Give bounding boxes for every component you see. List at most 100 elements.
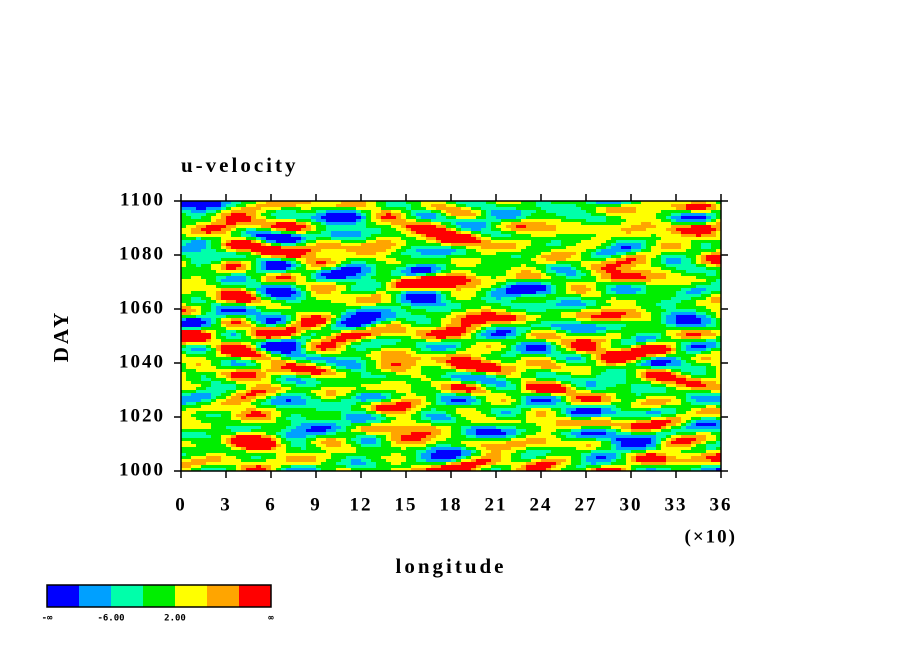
field-cell [451, 318, 457, 322]
field-cell [261, 312, 267, 316]
field-cell [646, 252, 652, 256]
field-cell [641, 327, 647, 331]
field-cell [266, 258, 272, 262]
field-cell [536, 312, 542, 316]
field-cell [426, 207, 432, 211]
field-cell [451, 282, 457, 286]
field-cell [691, 255, 697, 259]
field-cell [506, 243, 512, 247]
field-cell [251, 291, 257, 295]
field-cell [491, 288, 497, 292]
field-cell [306, 255, 312, 259]
field-cell [611, 258, 617, 262]
field-cell [601, 300, 607, 304]
field-cell [696, 300, 702, 304]
field-cell [241, 228, 247, 232]
field-cell [506, 264, 512, 268]
field-cell [461, 228, 467, 232]
field-cell [491, 270, 497, 274]
field-cell [501, 264, 507, 268]
field-cell [671, 213, 677, 217]
field-cell [581, 318, 587, 322]
field-cell [551, 273, 557, 277]
field-cell [276, 333, 282, 337]
field-cell [516, 228, 522, 232]
field-cell [511, 210, 517, 214]
field-cell [211, 204, 217, 208]
field-cell [611, 261, 617, 265]
field-cell [301, 306, 307, 310]
field-cell [431, 300, 437, 304]
field-cell [221, 288, 227, 292]
field-cell [521, 330, 527, 334]
field-cell [436, 264, 442, 268]
field-cell [226, 318, 232, 322]
field-cell [526, 279, 532, 283]
field-cell [221, 234, 227, 238]
field-cell [546, 243, 552, 247]
field-cell [226, 300, 232, 304]
field-cell [686, 207, 692, 211]
field-cell [551, 285, 557, 289]
field-cell [621, 255, 627, 259]
field-cell [351, 270, 357, 274]
field-cell [541, 246, 547, 250]
field-cell [256, 267, 262, 271]
field-cell [636, 240, 642, 244]
field-cell [236, 240, 242, 244]
field-cell [471, 273, 477, 277]
field-cell [496, 273, 502, 277]
field-cell [201, 276, 207, 280]
field-cell [356, 282, 362, 286]
field-cell [576, 279, 582, 283]
field-cell [286, 252, 292, 256]
field-cell [566, 228, 572, 232]
field-cell [181, 318, 187, 322]
field-cell [376, 282, 382, 286]
field-cell [191, 306, 197, 310]
field-cell [241, 234, 247, 238]
field-cell [551, 204, 557, 208]
field-cell [616, 228, 622, 232]
field-cell [676, 330, 682, 334]
field-cell [631, 336, 637, 340]
field-cell [306, 234, 312, 238]
field-cell [591, 255, 597, 259]
field-cell [371, 249, 377, 253]
field-cell [296, 267, 302, 271]
field-cell [236, 204, 242, 208]
field-cell [681, 204, 687, 208]
field-cell [656, 279, 662, 283]
field-cell [286, 255, 292, 259]
field-cell [701, 246, 707, 250]
field-cell [666, 219, 672, 223]
field-cell [546, 279, 552, 283]
field-cell [611, 210, 617, 214]
field-cell [626, 327, 632, 331]
field-cell [196, 318, 202, 322]
field-cell [601, 276, 607, 280]
field-cell [201, 318, 207, 322]
field-cell [456, 243, 462, 247]
field-cell [411, 315, 417, 319]
field-cell [651, 330, 657, 334]
field-cell [506, 312, 512, 316]
field-cell [401, 276, 407, 280]
field-cell [536, 222, 542, 226]
field-cell [271, 201, 277, 205]
field-cell [246, 330, 252, 334]
field-cell [366, 243, 372, 247]
field-cell [701, 204, 707, 208]
field-cell [696, 249, 702, 253]
field-cell [481, 315, 487, 319]
field-cell [371, 213, 377, 217]
field-cell [391, 288, 397, 292]
field-cell [241, 303, 247, 307]
field-cell [296, 333, 302, 337]
field-cell [386, 234, 392, 238]
field-cell [296, 210, 302, 214]
field-cell [526, 333, 532, 337]
field-cell [566, 267, 572, 271]
field-cell [596, 240, 602, 244]
field-cell [411, 267, 417, 271]
